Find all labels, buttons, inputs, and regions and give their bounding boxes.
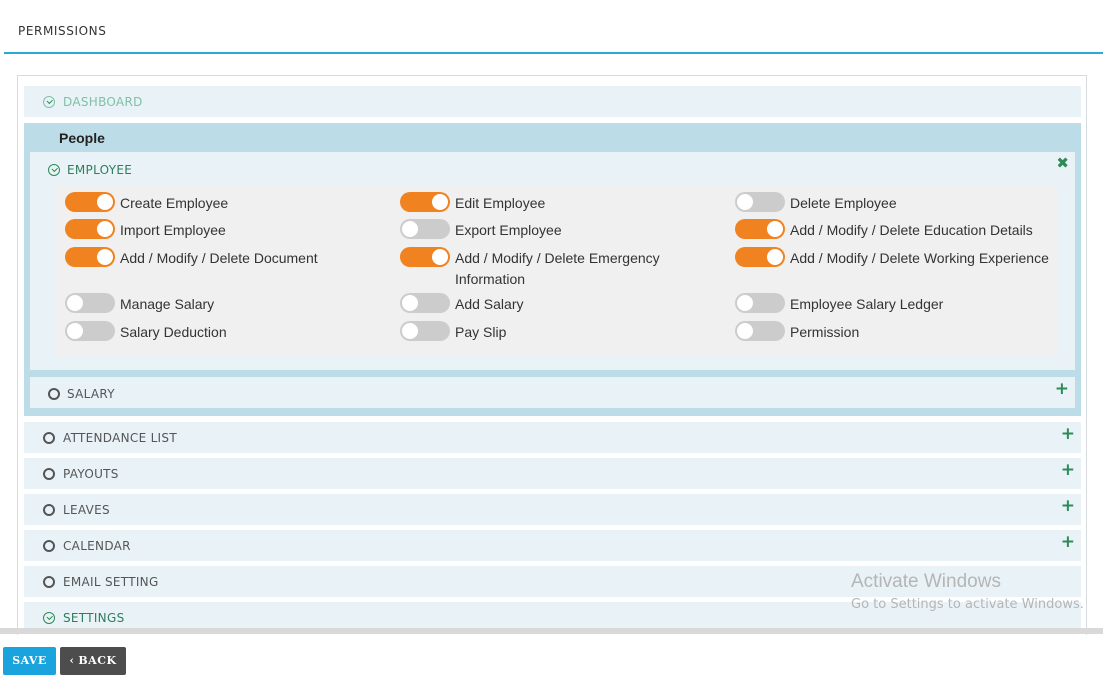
permission-label: Add / Modify / Delete Education Details: [790, 222, 1033, 238]
module-dashboard[interactable]: DASHBOARD: [24, 86, 1081, 117]
permission-label: Create Employee: [120, 195, 229, 211]
permission-label: Permission: [790, 324, 860, 340]
toggle-knob: [402, 323, 418, 339]
module-email-setting[interactable]: EMAIL SETTING: [24, 566, 1081, 597]
permissions-panel: DASHBOARD People EMPLOYEE ✖ Create Emplo…: [17, 75, 1087, 635]
permission-label: Manage Salary: [120, 296, 215, 312]
back-button[interactable]: ‹ BACK: [60, 647, 126, 675]
permission-label: Export Employee: [455, 222, 562, 238]
module-dashboard-label: DASHBOARD: [63, 95, 143, 109]
close-icon[interactable]: ✖: [1056, 154, 1069, 172]
module-salary[interactable]: SALARY +: [30, 377, 1075, 408]
module-label: SETTINGS: [63, 611, 125, 625]
toggle-knob: [737, 194, 753, 210]
module-attendance-list[interactable]: ATTENDANCE LIST +: [24, 422, 1081, 453]
header-divider: [4, 52, 1103, 54]
permission-toggle[interactable]: [400, 219, 450, 239]
toggle-knob: [67, 323, 83, 339]
toggle-knob: [97, 249, 113, 265]
circle-icon: [43, 504, 55, 516]
module-label: EMAIL SETTING: [63, 575, 159, 589]
toggle-knob: [432, 249, 448, 265]
toggle-knob: [767, 249, 783, 265]
circle-icon: [43, 540, 55, 552]
plus-icon[interactable]: +: [1060, 496, 1075, 516]
people-group: People EMPLOYEE ✖ Create Employee Edit Em…: [24, 123, 1081, 416]
permission-toggle[interactable]: [735, 247, 785, 267]
permission-label: Add Salary: [455, 296, 524, 312]
save-button[interactable]: SAVE: [3, 647, 56, 675]
module-label: PAYOUTS: [63, 467, 119, 481]
permission-toggle[interactable]: [400, 321, 450, 341]
module-leaves[interactable]: LEAVES +: [24, 494, 1081, 525]
employee-section: EMPLOYEE ✖ Create Employee Edit Employee D…: [30, 152, 1075, 370]
plus-icon[interactable]: +: [1060, 460, 1075, 480]
people-group-title: People: [59, 130, 105, 146]
permission-toggle[interactable]: [65, 192, 115, 212]
permission-label: Salary Deduction: [120, 324, 227, 340]
permission-toggle[interactable]: [735, 321, 785, 341]
checked-circle-icon: [43, 612, 55, 624]
module-calendar[interactable]: CALENDAR +: [24, 530, 1081, 561]
circle-icon: [43, 468, 55, 480]
circle-icon: [48, 388, 60, 400]
toggle-knob: [767, 221, 783, 237]
permission-label: Employee Salary Ledger: [790, 296, 944, 312]
toggle-knob: [737, 295, 753, 311]
employee-permissions: Create Employee Edit Employee Delete Emplo…: [55, 185, 1058, 356]
chevron-left-icon: ‹: [69, 654, 75, 667]
toggle-knob: [402, 295, 418, 311]
permission-toggle[interactable]: [400, 293, 450, 313]
horizontal-scrollbar[interactable]: [0, 628, 1103, 634]
permission-label: Add / Modify / Delete Working Experience: [790, 250, 1049, 266]
permission-label: Pay Slip: [455, 324, 507, 340]
permission-toggle[interactable]: [735, 192, 785, 212]
plus-icon[interactable]: +: [1060, 424, 1075, 444]
plus-icon[interactable]: +: [1060, 532, 1075, 552]
permission-toggle[interactable]: [400, 247, 450, 267]
module-salary-label: SALARY: [67, 387, 115, 401]
plus-icon[interactable]: +: [1054, 379, 1069, 399]
permission-toggle[interactable]: [65, 219, 115, 239]
toggle-knob: [402, 221, 418, 237]
page-title: PERMISSIONS: [18, 24, 107, 38]
permission-toggle[interactable]: [65, 293, 115, 313]
module-payouts[interactable]: PAYOUTS +: [24, 458, 1081, 489]
permission-label: Add / Modify / Delete Emergency Informat…: [455, 250, 660, 287]
permission-toggle[interactable]: [735, 293, 785, 313]
module-label: CALENDAR: [63, 539, 131, 553]
permission-toggle[interactable]: [735, 219, 785, 239]
checked-circle-icon: [48, 164, 60, 176]
permission-toggle[interactable]: [65, 247, 115, 267]
toggle-knob: [97, 194, 113, 210]
circle-icon: [43, 432, 55, 444]
toggle-knob: [67, 295, 83, 311]
permission-label: Edit Employee: [455, 195, 546, 211]
toggle-knob: [737, 323, 753, 339]
toggle-knob: [432, 194, 448, 210]
page-header: PERMISSIONS: [0, 0, 1103, 54]
employee-title: EMPLOYEE: [67, 163, 133, 177]
permission-label: Import Employee: [120, 222, 226, 238]
module-settings[interactable]: SETTINGS: [24, 602, 1081, 633]
circle-icon: [43, 576, 55, 588]
module-label: ATTENDANCE LIST: [63, 431, 177, 445]
windows-watermark-subtitle: Go to Settings to activate Windows.: [851, 597, 1084, 612]
permission-label: Add / Modify / Delete Document: [120, 250, 318, 266]
permission-toggle[interactable]: [400, 192, 450, 212]
permission-toggle[interactable]: [65, 321, 115, 341]
toggle-knob: [97, 221, 113, 237]
checked-circle-icon: [43, 96, 55, 108]
permission-label: Delete Employee: [790, 195, 897, 211]
module-label: LEAVES: [63, 503, 110, 517]
windows-watermark-title: Activate Windows: [851, 571, 1001, 592]
back-button-label: BACK: [78, 654, 117, 667]
